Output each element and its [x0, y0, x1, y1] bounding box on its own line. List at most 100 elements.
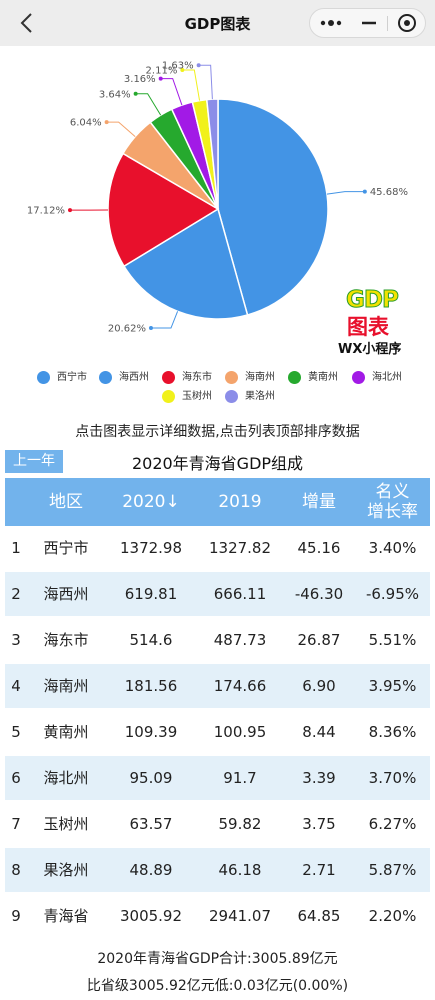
growth-rate-cell: 6.27% [368, 815, 417, 833]
row-index: 9 [11, 907, 21, 925]
increase-cell: 3.75 [302, 815, 336, 833]
table-row[interactable]: 1 西宁市 1372.98 1327.82 45.16 3.40% [5, 526, 430, 570]
leader-line [150, 311, 179, 329]
table-row[interactable]: 5 黄南州 109.39 100.95 8.44 8.36% [5, 710, 430, 754]
slice-percent-label: 6.04% [70, 118, 102, 129]
previous-year-button[interactable]: 上一年 [5, 450, 63, 473]
pie-slice[interactable] [123, 207, 249, 320]
legend-label: 海西州 [119, 372, 149, 383]
table-row[interactable]: 9 青海省 3005.92 2941.07 64.85 2.20% [5, 894, 430, 938]
column-header-2019[interactable]: 2019 [218, 492, 262, 512]
table-row[interactable]: 6 海北州 95.09 91.7 3.39 3.70% [5, 756, 430, 800]
increase-cell: -46.30 [294, 585, 344, 603]
increase-cell: 8.44 [302, 723, 336, 741]
value-2020-cell: 514.6 [129, 631, 173, 649]
slice-percent-label: 2.11% [146, 66, 178, 77]
slice-percent-label: 3.64% [99, 89, 131, 100]
column-header-region[interactable]: 地区 [49, 492, 83, 512]
table-row[interactable]: 2 海西州 619.81 666.11 -46.30 -6.95% [5, 572, 430, 616]
table-row[interactable]: 8 果洛州 48.89 46.18 2.71 5.87% [5, 848, 430, 892]
region-cell: 青海省 [43, 907, 89, 925]
increase-cell: 2.71 [302, 861, 336, 879]
leader-line [135, 93, 162, 116]
value-2019-cell: 666.11 [213, 585, 267, 603]
increase-cell: 26.87 [297, 631, 341, 649]
legend-dot [162, 371, 175, 384]
pie-slice[interactable] [217, 98, 329, 316]
legend-dot [288, 371, 301, 384]
value-2019-cell: 100.95 [213, 723, 267, 741]
minimize-button[interactable] [350, 9, 388, 37]
region-cell: 海南州 [43, 677, 89, 695]
navbar: GDP图表 [0, 0, 435, 46]
slice-percent-label: 1.63% [162, 61, 194, 72]
close-miniprogram-button[interactable] [388, 9, 426, 37]
value-2020-cell: 1372.98 [119, 539, 183, 557]
row-index: 7 [11, 815, 21, 833]
value-2019-cell: 487.73 [213, 631, 267, 649]
page-title: GDP图表 [184, 15, 251, 33]
value-2020-cell: 48.89 [129, 861, 173, 879]
table-header: 地区 2020↓ 2019 增量 名义 增长率 [5, 478, 430, 526]
value-2019-cell: 174.66 [213, 677, 267, 695]
leader-dot [148, 326, 153, 331]
legend-dot [352, 371, 365, 384]
growth-rate-cell: 2.20% [368, 907, 417, 925]
leader-dot [104, 120, 109, 125]
target-close-icon [398, 14, 416, 32]
leader-line [160, 78, 183, 106]
legend-label: 黄南州 [308, 372, 338, 383]
region-cell: 黄南州 [43, 723, 89, 741]
leader-dot [68, 208, 73, 213]
increase-cell: 45.16 [297, 539, 341, 557]
leader-line [198, 64, 213, 100]
legend-dot [162, 390, 175, 403]
gdp-pie-chart[interactable]: 45.68% 20.62% 17.12% 6.04% 3.64% 3.16%2.11%1.… [0, 46, 435, 364]
chevron-left-icon [20, 13, 32, 33]
total-summary: 2020年青海省GDP合计:3005.89亿元 [97, 951, 338, 967]
growth-rate-cell: 5.87% [368, 861, 417, 879]
capsule-divider [387, 16, 388, 31]
increase-cell: 6.90 [302, 677, 336, 695]
row-index: 2 [11, 585, 21, 603]
table-row[interactable]: 4 海南州 181.56 174.66 6.90 3.95% [5, 664, 430, 708]
legend-label: 果洛州 [245, 391, 275, 402]
growth-header-line2: 增长率 [367, 502, 418, 522]
legend-dot [225, 390, 238, 403]
logo-miniprogram-text: WX小程序 [338, 342, 402, 357]
slice-percent-label: 3.16% [124, 74, 156, 85]
row-index: 1 [11, 539, 21, 557]
value-2019-cell: 46.18 [218, 861, 262, 879]
column-header-growth-rate[interactable]: 名义 增长率 [355, 478, 430, 526]
gdp-chart-logo: GDP 图表 WX小程序 [336, 287, 416, 358]
row-index: 4 [11, 677, 21, 695]
slice-percent-label: 20.62% [108, 324, 146, 335]
region-cell: 海北州 [43, 769, 89, 787]
slice-percent-label: 45.68% [370, 187, 408, 198]
legend-dot [99, 371, 112, 384]
value-2020-cell: 63.57 [129, 815, 173, 833]
column-header-2020[interactable]: 2020↓ [122, 492, 180, 512]
legend-label: 玉树州 [182, 391, 212, 402]
increase-cell: 64.85 [297, 907, 341, 925]
capsule-menu [309, 8, 426, 38]
column-header-increase[interactable]: 增量 [302, 492, 336, 512]
increase-cell: 3.39 [302, 769, 336, 787]
leader-dot [158, 76, 163, 81]
legend-label: 海北州 [372, 372, 402, 383]
table-row[interactable]: 3 海东市 514.6 487.73 26.87 5.51% [5, 618, 430, 662]
region-cell: 果洛州 [43, 861, 89, 879]
legend-label: 西宁市 [57, 372, 87, 383]
value-2020-cell: 3005.92 [119, 907, 183, 925]
back-button[interactable] [14, 10, 40, 36]
more-dots-icon [320, 20, 342, 26]
value-2019-cell: 91.7 [223, 769, 257, 787]
row-index: 5 [11, 723, 21, 741]
table-row[interactable]: 7 玉树州 63.57 59.82 3.75 6.27% [5, 802, 430, 846]
value-2019-cell: 1327.82 [208, 539, 272, 557]
more-button[interactable] [312, 9, 350, 37]
growth-rate-cell: 3.40% [368, 539, 417, 557]
usage-hint: 点击图表显示详细数据,点击列表顶部排序数据 [75, 424, 360, 440]
leader-dot [133, 91, 138, 96]
legend-label: 海南州 [245, 372, 275, 383]
